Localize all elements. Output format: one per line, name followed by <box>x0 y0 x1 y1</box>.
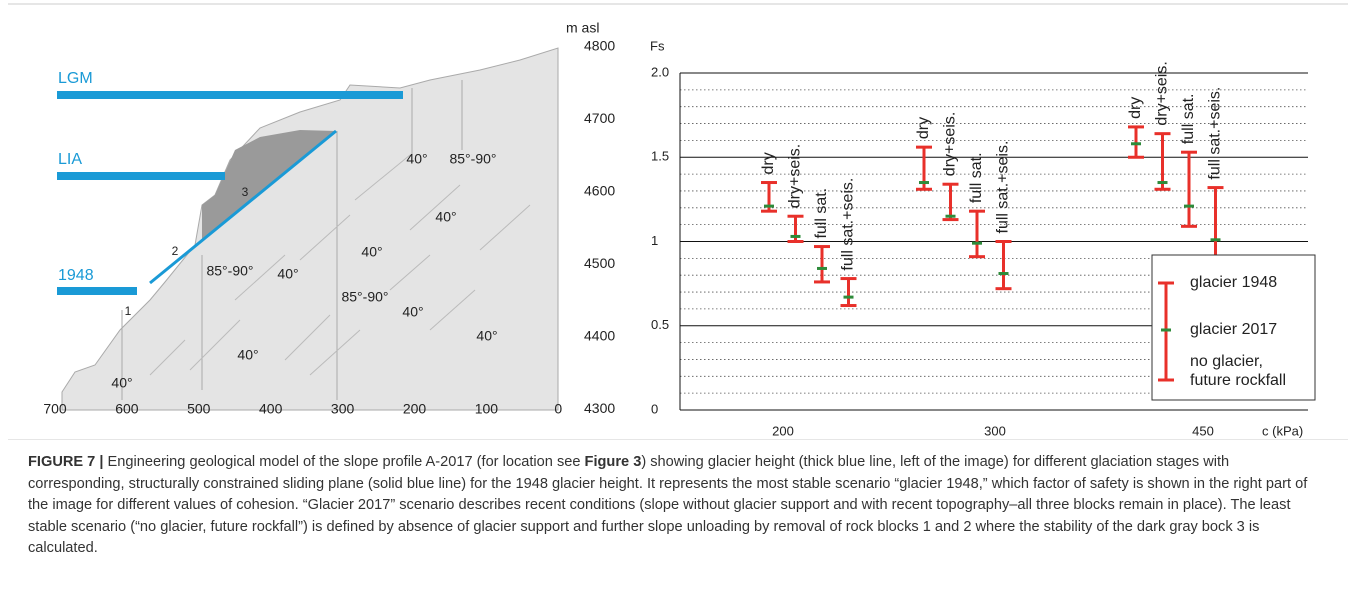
block-label: 3 <box>242 185 249 199</box>
y-tick-label: 1.5 <box>651 149 669 164</box>
angle-label: 40° <box>402 304 423 320</box>
bar-label: dry <box>1127 97 1144 119</box>
bar-label: dry+seis. <box>787 144 804 208</box>
angle-label: 85°-90° <box>206 263 253 279</box>
angle-label: 40° <box>111 375 132 391</box>
block-label: 2 <box>172 244 179 258</box>
bar-label: dry <box>915 117 932 139</box>
y-tick-label: 4800 <box>584 38 615 54</box>
page: m asl 700 600 500 400 300 200 100 0 4800 4700 4600 4… <box>0 0 1356 600</box>
legend-label: glacier 2017 <box>1190 320 1308 339</box>
x-tick-label: 0 <box>554 401 562 417</box>
angle-label: 40° <box>277 266 298 282</box>
bar-label: dry+seis. <box>942 112 959 176</box>
axis-label: m asl <box>566 20 599 36</box>
bar-label: full sat.+seis. <box>995 141 1012 234</box>
bar-label: full sat. <box>968 152 985 203</box>
glacier-label: LIA <box>58 151 82 168</box>
y-tick-label: 2.0 <box>651 64 669 79</box>
y-tick-label: 0 <box>651 401 658 416</box>
y-tick-label: 4300 <box>584 400 615 416</box>
x-tick-label: 600 <box>115 401 139 417</box>
y-tick-label: 4600 <box>584 183 615 199</box>
profile <box>57 48 558 410</box>
bar-label: dry <box>760 152 777 174</box>
angle-label: 40° <box>476 328 497 344</box>
bar-label: full sat. <box>1180 94 1197 145</box>
x-tick-label: 450 <box>1192 423 1214 438</box>
glacier-label: 1948 <box>58 267 94 284</box>
legend-label: glacier 1948 <box>1190 273 1308 292</box>
x-tick-label: 300 <box>984 423 1006 438</box>
angle-label: 40° <box>361 244 382 260</box>
x-tick-label: 700 <box>43 401 67 417</box>
bar-label: dry+seis. <box>1154 61 1171 125</box>
caption: FIGURE 7 | Engineering geological model … <box>28 452 1328 560</box>
y-tick-label: 4400 <box>584 328 615 344</box>
x-tick-label: 300 <box>331 401 355 417</box>
angle-label: 85°-90° <box>341 289 388 305</box>
figure: m asl 700 600 500 400 300 200 100 0 4800 4700 4600 4… <box>0 0 1356 440</box>
bar-label: full sat. <box>813 188 830 239</box>
legend-label: no glacier, future rockfall <box>1190 352 1308 390</box>
glacier-label: LGM <box>58 70 93 87</box>
axis-label: c (kPa) <box>1262 423 1303 438</box>
bar-label: full sat.+seis. <box>1207 87 1224 180</box>
caption-text: Engineering geological model of the slop… <box>103 454 584 470</box>
x-tick-label: 100 <box>475 401 499 417</box>
angle-label: 40° <box>237 347 258 363</box>
terrain <box>62 48 558 410</box>
x-tick-label: 200 <box>772 423 794 438</box>
y-tick-label: 0.5 <box>651 317 669 332</box>
x-tick-label: 400 <box>259 401 283 417</box>
x-tick-label: 200 <box>403 401 427 417</box>
caption-label: FIGURE 7 | <box>28 454 103 470</box>
bar-label: full sat.+seis. <box>840 178 857 271</box>
caption-ref: Figure 3 <box>585 454 642 470</box>
y-tick-label: 4700 <box>584 110 615 126</box>
y-tick-label: 1 <box>651 233 658 248</box>
angle-label: 40° <box>435 209 456 225</box>
x-tick-label: 500 <box>187 401 211 417</box>
y-tick-label: 4500 <box>584 255 615 271</box>
block-label: 1 <box>125 304 132 318</box>
angle-label: 85°-90° <box>449 151 496 167</box>
angle-label: 40° <box>406 151 427 167</box>
axis-label: Fs <box>650 38 665 53</box>
